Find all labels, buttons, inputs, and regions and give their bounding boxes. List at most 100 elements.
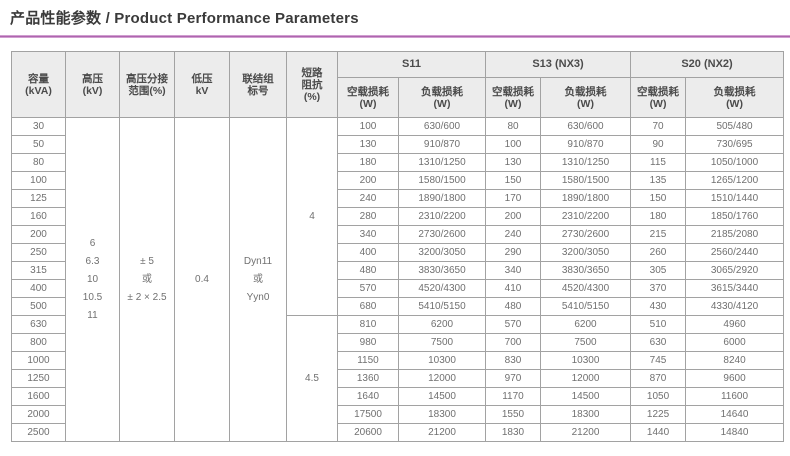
s13-noload-cell: 700 bbox=[485, 333, 541, 352]
page: 产品性能参数 / Product Performance Parameters … bbox=[0, 7, 790, 442]
s11-load-cell: 2730/2600 bbox=[398, 225, 486, 244]
capacity-cell: 2500 bbox=[11, 423, 66, 442]
s13-load-cell: 12000 bbox=[539, 369, 632, 388]
s13-noload-cell: 130 bbox=[485, 153, 541, 172]
table-row: 1600 1640 14500 1170 14500 1050 11600 bbox=[11, 387, 785, 406]
s20-noload-cell: 870 bbox=[630, 369, 687, 388]
header-row-groups: 容量 (kVA) 高压 (kV) 高压分接 范围(%) 低压 kV 联结组 标号… bbox=[11, 51, 785, 118]
s11-noload-cell: 340 bbox=[337, 225, 399, 244]
capacity-cell: 1000 bbox=[11, 351, 66, 370]
s20-noload-cell: 135 bbox=[630, 171, 687, 190]
table-row: 30 6 6.3 10 10.5 11 ± 5 或 ± 2 × 2.5 0.4 Dyn1… bbox=[11, 117, 785, 442]
s20-noload-cell: 1225 bbox=[630, 405, 687, 424]
s11-noload-cell: 180 bbox=[337, 153, 399, 172]
s11-load-cell: 12000 bbox=[398, 369, 486, 388]
performance-table: 容量 (kVA) 高压 (kV) 高压分接 范围(%) 低压 kV 联结组 标号… bbox=[11, 51, 785, 442]
title-rule bbox=[0, 35, 790, 38]
s13-load-cell: 1890/1800 bbox=[539, 189, 632, 208]
table-row: 315 480 3830/3650 340 3830/3650 305 3065/2920 bbox=[11, 261, 785, 280]
s13-load-cell: 2730/2600 bbox=[539, 225, 632, 244]
capacity-cell: 250 bbox=[11, 243, 66, 262]
capacity-cell: 500 bbox=[11, 297, 66, 316]
table-row: 125 240 1890/1800 170 1890/1800 150 1510/1440 bbox=[11, 189, 785, 208]
header-hv: 高压 (kV) bbox=[65, 51, 120, 118]
capacity-cell: 1600 bbox=[11, 387, 66, 406]
s13-load-cell: 3200/3050 bbox=[539, 243, 632, 262]
impedance-merged-cell: 4.5 bbox=[286, 315, 338, 442]
table-row: 400 570 4520/4300 410 4520/4300 370 3615/3440 bbox=[11, 279, 785, 298]
s11-noload-cell: 570 bbox=[337, 279, 399, 298]
s11-noload-cell: 200 bbox=[337, 171, 399, 190]
capacity-cell: 160 bbox=[11, 207, 66, 226]
capacity-cell: 50 bbox=[11, 135, 66, 154]
s20-noload-cell: 150 bbox=[630, 189, 687, 208]
s11-load-cell: 2310/2200 bbox=[398, 207, 486, 226]
vector-merged-cell: Dyn11 或 Yyn0 bbox=[229, 117, 287, 442]
s20-load-cell: 8240 bbox=[685, 351, 785, 370]
header-s11-noload: 空载损耗 (W) bbox=[337, 77, 399, 118]
s11-load-cell: 4520/4300 bbox=[398, 279, 486, 298]
s20-load-cell: 1850/1760 bbox=[685, 207, 785, 226]
s11-noload-cell: 17500 bbox=[337, 405, 399, 424]
s11-noload-cell: 980 bbox=[337, 333, 399, 352]
s11-load-cell: 6200 bbox=[398, 315, 486, 334]
s20-noload-cell: 260 bbox=[630, 243, 687, 262]
s11-load-cell: 14500 bbox=[398, 387, 486, 406]
s13-noload-cell: 200 bbox=[485, 207, 541, 226]
s20-load-cell: 1265/1200 bbox=[685, 171, 785, 190]
s13-load-cell: 21200 bbox=[539, 423, 632, 442]
page-title: 产品性能参数 / Product Performance Parameters bbox=[10, 10, 359, 27]
header-tap-range: 高压分接 范围(%) bbox=[119, 51, 175, 118]
table-row: 630 4.5 810 6200 570 6200 510 4960 bbox=[11, 315, 785, 442]
table-row: 200 340 2730/2600 240 2730/2600 215 2185/2080 bbox=[11, 225, 785, 244]
s20-noload-cell: 745 bbox=[630, 351, 687, 370]
s13-load-cell: 3830/3650 bbox=[539, 261, 632, 280]
capacity-cell: 80 bbox=[11, 153, 66, 172]
s20-load-cell: 1510/1440 bbox=[685, 189, 785, 208]
s20-noload-cell: 115 bbox=[630, 153, 687, 172]
header-capacity: 容量 (kVA) bbox=[11, 51, 66, 118]
s11-noload-cell: 20600 bbox=[337, 423, 399, 442]
s13-noload-cell: 970 bbox=[485, 369, 541, 388]
s11-load-cell: 5410/5150 bbox=[398, 297, 486, 316]
header-lv: 低压 kV bbox=[174, 51, 230, 118]
s13-load-cell: 14500 bbox=[539, 387, 632, 406]
s13-load-cell: 4520/4300 bbox=[539, 279, 632, 298]
s13-noload-cell: 410 bbox=[485, 279, 541, 298]
lv-merged-cell: 0.4 bbox=[174, 117, 230, 442]
s20-load-cell: 730/695 bbox=[685, 135, 785, 154]
s11-load-cell: 910/870 bbox=[398, 135, 486, 154]
s13-noload-cell: 1550 bbox=[485, 405, 541, 424]
s11-noload-cell: 1640 bbox=[337, 387, 399, 406]
header-s13-noload: 空载损耗 (W) bbox=[485, 77, 541, 118]
s13-noload-cell: 240 bbox=[485, 225, 541, 244]
capacity-cell: 200 bbox=[11, 225, 66, 244]
capacity-cell: 30 bbox=[11, 117, 66, 136]
s20-load-cell: 14640 bbox=[685, 405, 785, 424]
s20-load-cell: 505/480 bbox=[685, 117, 785, 136]
table-header: 容量 (kVA) 高压 (kV) 高压分接 范围(%) 低压 kV 联结组 标号… bbox=[11, 51, 785, 118]
capacity-cell: 315 bbox=[11, 261, 66, 280]
header-vector-group: 联结组 标号 bbox=[229, 51, 287, 118]
capacity-cell: 100 bbox=[11, 171, 66, 190]
s11-load-cell: 10300 bbox=[398, 351, 486, 370]
s13-noload-cell: 570 bbox=[485, 315, 541, 334]
s13-noload-cell: 150 bbox=[485, 171, 541, 190]
header-row-losses: 空载损耗 (W) 负载损耗 (W) 空载损耗 (W) 负载损耗 (W) 空载损耗… bbox=[12, 77, 785, 118]
s11-noload-cell: 1360 bbox=[337, 369, 399, 388]
s13-noload-cell: 340 bbox=[485, 261, 541, 280]
s11-load-cell: 1890/1800 bbox=[398, 189, 486, 208]
s11-noload-cell: 400 bbox=[337, 243, 399, 262]
s11-noload-cell: 100 bbox=[337, 117, 399, 136]
s11-load-cell: 1580/1500 bbox=[398, 171, 486, 190]
s20-load-cell: 9600 bbox=[685, 369, 785, 388]
table-row: 80 180 1310/1250 130 1310/1250 115 1050/1000 bbox=[11, 153, 785, 172]
s11-load-cell: 3200/3050 bbox=[398, 243, 486, 262]
s13-load-cell: 2310/2200 bbox=[539, 207, 632, 226]
s13-noload-cell: 480 bbox=[485, 297, 541, 316]
s13-load-cell: 910/870 bbox=[539, 135, 632, 154]
s11-noload-cell: 810 bbox=[337, 315, 399, 334]
capacity-cell: 400 bbox=[11, 279, 66, 298]
s13-noload-cell: 290 bbox=[485, 243, 541, 262]
s20-noload-cell: 630 bbox=[630, 333, 687, 352]
